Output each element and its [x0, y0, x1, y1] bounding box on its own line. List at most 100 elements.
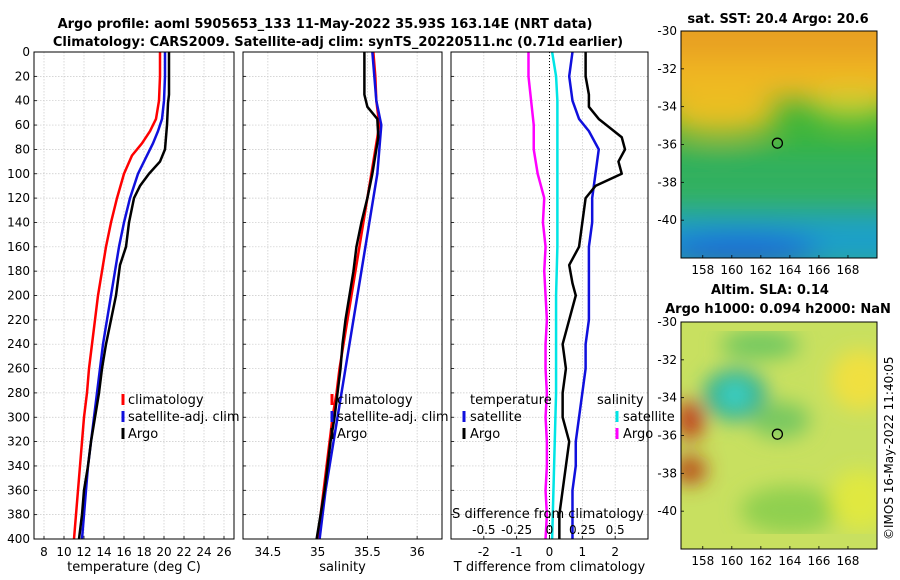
argo-float-marker [771, 137, 784, 149]
x-tick-label: 166 [807, 554, 830, 568]
sst-map-ticks: 158 160 162 164 166 168 -30 -32 -34 -36 -38 -40 [657, 24, 859, 277]
s-tick-label: 0.25 [569, 523, 596, 537]
x-tick-label: -1 [511, 545, 523, 559]
sla-map: Altim. SLA: 0.14 Argo h1000: 0.094 h2000… [657, 283, 890, 568]
y-tick-label: 180 [7, 264, 30, 278]
x-tick-label: 22 [176, 545, 191, 559]
y-tick-label: 340 [7, 459, 30, 473]
y-tick-label: -38 [657, 466, 677, 480]
y-tick-label: 100 [7, 167, 30, 181]
sla-map-title-line2: Argo h1000: 0.094 h2000: NaN [665, 302, 891, 317]
s-tick-label: 0.5 [606, 523, 625, 537]
sst-field [681, 31, 877, 258]
y-tick-label: 120 [7, 191, 30, 205]
x-tick-label: 26 [216, 545, 231, 559]
difference-legend: temperature satellite Argo salinity sate… [462, 393, 675, 442]
y-tick-label: 380 [7, 508, 30, 522]
y-tick-label: 220 [7, 313, 30, 327]
y-tick-label: -30 [657, 315, 677, 329]
y-tick-label: 360 [7, 483, 30, 497]
title-line2: Climatology: CARS2009. Satellite-adj cli… [53, 35, 623, 50]
x-tick-label: 162 [749, 263, 772, 277]
x-tick-label: 12 [76, 545, 91, 559]
sst-map-title: sat. SST: 20.4 Argo: 20.6 [687, 12, 868, 27]
x-tick-label: 20 [156, 545, 171, 559]
sst-map: sat. SST: 20.4 Argo: 20.6 158 160 162 164 16… [657, 12, 878, 277]
y-tick-label: 0 [22, 45, 30, 59]
series-line-climatology [72, 52, 162, 540]
series-line-t-satellite [567, 51, 600, 539]
legend-label-climatology: climatology [337, 393, 413, 408]
title-line1: Argo profile: aoml 5905653_133 11-May-20… [58, 17, 593, 32]
x-tick-label: -2 [478, 545, 490, 559]
y-tick-label: 60 [15, 118, 30, 132]
series-line-argo [315, 52, 380, 540]
y-tick-label: 240 [7, 337, 30, 351]
series-line-s-argo [527, 52, 549, 540]
salinity-panel: 34.5 35 35.5 36 salinity [242, 51, 443, 575]
x-tick-label: 160 [720, 263, 743, 277]
s-tick-label: 0 [546, 523, 554, 537]
sla-map-title-line1: Altim. SLA: 0.14 [711, 283, 829, 298]
x-tick-label: 1 [579, 545, 587, 559]
x-tick-label: 166 [807, 263, 830, 277]
legend-title-salinity: salinity [597, 393, 644, 408]
legend-label-s-satellite: satellite [623, 410, 675, 425]
legend-label-argo: Argo [337, 427, 367, 442]
y-tick-label: 80 [15, 142, 30, 156]
y-tick-label: -40 [657, 504, 677, 518]
x-tick-label: 164 [778, 554, 801, 568]
y-tick-label: 300 [7, 410, 30, 424]
y-tick-label: 140 [7, 215, 30, 229]
x-tick-label: 168 [837, 554, 860, 568]
legend-label-s-argo: Argo [623, 427, 653, 442]
temperature-panel: 0 20 40 60 80 100 120 140 160 180 200 220 240 260 280 3… [7, 45, 235, 575]
x-tick-label: 168 [837, 263, 860, 277]
sla-field [681, 322, 877, 549]
y-tick-label: -36 [657, 138, 677, 152]
y-tick-label: 20 [15, 69, 30, 83]
x-tick-label: 14 [96, 545, 111, 559]
y-tick-label: -36 [657, 429, 677, 443]
argo-float-marker [771, 428, 784, 440]
legend-label-argo: Argo [128, 427, 158, 442]
imos-timestamp: ©IMOS 16-May-2022 11:40:05 [882, 356, 896, 540]
x-axis-label: T difference from climatology [453, 560, 646, 575]
series-line-argo [77, 52, 171, 540]
x-tick-label: 35 [310, 545, 325, 559]
y-tick-label: 260 [7, 362, 30, 376]
y-tick-label: 200 [7, 289, 30, 303]
s-tick-label: -0.5 [472, 523, 495, 537]
series-line-satellite-adj-clim [318, 51, 383, 540]
x-tick-label: 158 [691, 554, 714, 568]
difference-panel: -2 -1 0 1 2 -0.5 -0.25 0 0.25 0.5 T difference fro… [450, 51, 649, 575]
legend-label-t-satellite: satellite [470, 410, 522, 425]
y-tick-label: 40 [15, 94, 30, 108]
series-line-s-satellite [550, 51, 559, 540]
x-tick-label: 35.5 [354, 545, 381, 559]
x-tick-label: 34.5 [255, 545, 282, 559]
salinity-legend: climatology satellite-adj. clim Argo [330, 393, 449, 442]
y-tick-label: -38 [657, 175, 677, 189]
y-tick-label: -34 [657, 391, 677, 405]
y-tick-label: -40 [657, 213, 677, 227]
legend-label-satellite: satellite-adj. clim [337, 410, 449, 425]
x-tick-label: 164 [778, 263, 801, 277]
x-tick-label: 24 [196, 545, 211, 559]
y-tick-label: 280 [7, 386, 30, 400]
s-difference-label: S difference from climatology [452, 507, 644, 522]
x-tick-label: 8 [40, 545, 48, 559]
legend-label-climatology: climatology [128, 393, 204, 408]
x-tick-label: 162 [749, 554, 772, 568]
x-tick-label: 16 [116, 545, 131, 559]
x-tick-label: 160 [720, 554, 743, 568]
y-tick-label: -30 [657, 24, 677, 38]
x-tick-label: 2 [611, 545, 619, 559]
y-tick-label: -32 [657, 353, 677, 367]
y-tick-label: -32 [657, 62, 677, 76]
y-tick-label: 320 [7, 435, 30, 449]
legend-title-temperature: temperature [470, 393, 552, 408]
y-tick-label: 400 [7, 532, 30, 546]
legend-label-t-argo: Argo [470, 427, 500, 442]
